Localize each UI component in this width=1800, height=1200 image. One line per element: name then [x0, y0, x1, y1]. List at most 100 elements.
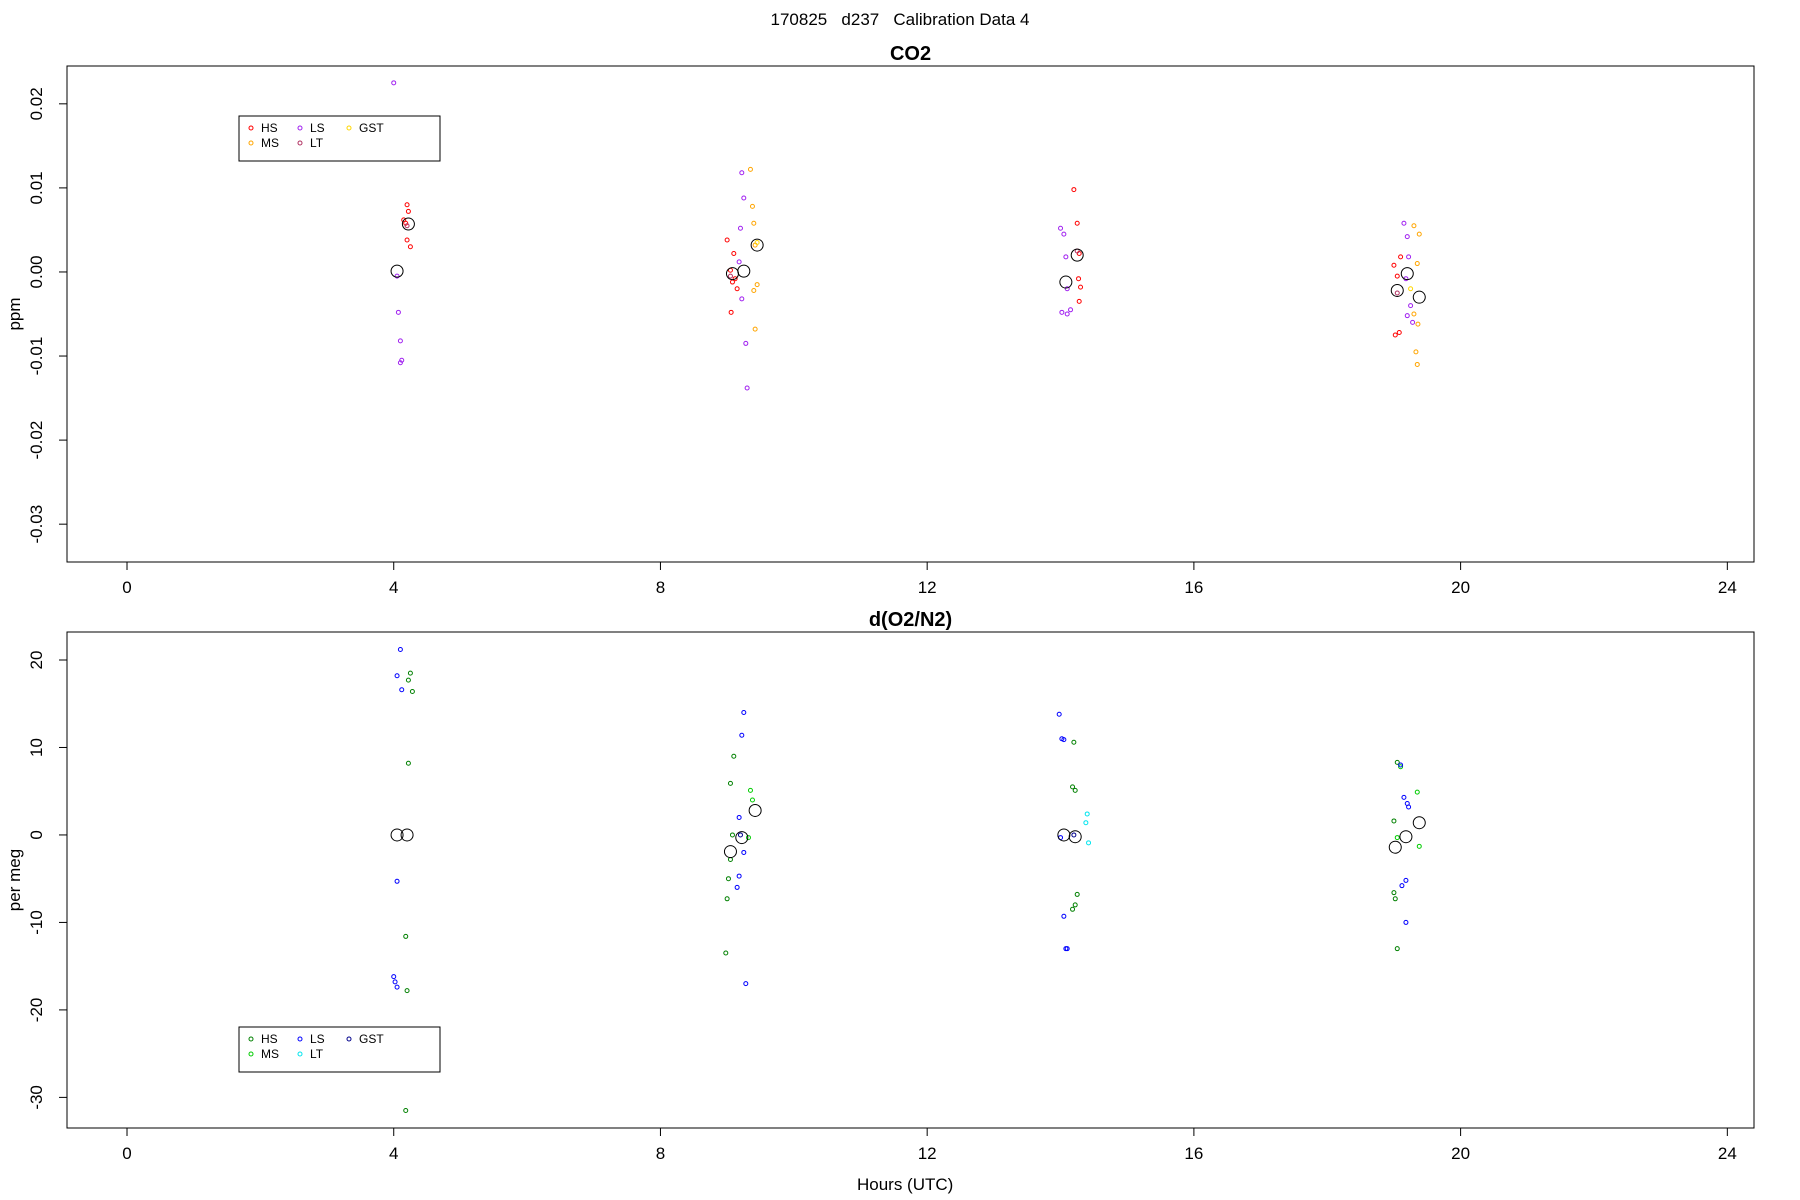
data-point-ls	[1403, 919, 1409, 925]
data-point-gst	[737, 832, 743, 838]
data-point-hs	[729, 832, 735, 838]
data-point-ms	[749, 797, 755, 803]
data-point-ms	[1414, 261, 1420, 267]
data-point-ls	[1061, 913, 1067, 919]
legend-marker-hs	[248, 125, 254, 131]
data-point-gst	[1408, 286, 1414, 292]
data-point-lt	[727, 273, 733, 279]
legend-marker-gst	[346, 1036, 352, 1042]
data-point-hs	[728, 309, 734, 315]
data-point-hs	[1072, 787, 1078, 793]
data-point-hs	[403, 1108, 409, 1114]
legend-marker-lt	[297, 1051, 303, 1057]
data-point-ms	[1413, 349, 1419, 355]
data-point-ls	[1061, 231, 1067, 237]
x-tick-label: 16	[1184, 1144, 1203, 1163]
legend-label-ls: LS	[310, 1032, 325, 1046]
data-point-lt	[1084, 811, 1090, 817]
data-point-hs	[732, 276, 738, 282]
data-point-hs	[1392, 896, 1398, 902]
mean-marker	[1399, 830, 1413, 844]
data-point-hs	[1394, 946, 1400, 952]
y-tick-label: 0.01	[27, 171, 46, 204]
data-point-ls	[394, 984, 400, 990]
mean-marker	[401, 217, 415, 231]
data-point-ms	[747, 166, 753, 172]
mean-marker	[735, 831, 749, 845]
data-point-ls	[391, 80, 397, 86]
data-point-ms	[1414, 789, 1420, 795]
data-point-ls	[1406, 254, 1412, 260]
data-point-hs	[1391, 818, 1397, 824]
mean-marker	[723, 845, 737, 859]
data-point-ls	[739, 732, 745, 738]
mean-marker	[1400, 267, 1414, 281]
data-point-ms	[1416, 843, 1422, 849]
data-point-ls	[1398, 762, 1404, 768]
data-point-hs	[1072, 902, 1078, 908]
x-tick-label: 0	[122, 1144, 131, 1163]
data-point-hs	[404, 202, 410, 208]
data-point-hs	[1070, 784, 1076, 790]
data-point-ls	[1406, 804, 1412, 810]
data-point-ls	[737, 225, 743, 231]
data-point-ls	[392, 979, 398, 985]
data-point-ls	[399, 687, 405, 693]
data-point-hs	[731, 250, 737, 256]
data-point-hs	[407, 670, 413, 676]
data-point-ls	[1059, 309, 1065, 315]
legend-box	[238, 1026, 441, 1073]
y-tick-label: 0.00	[27, 255, 46, 288]
mean-marker	[737, 264, 751, 278]
data-point-hs	[1074, 891, 1080, 897]
data-point-hs	[1391, 890, 1397, 896]
data-point-ms	[1411, 223, 1417, 229]
data-point-hs	[723, 950, 729, 956]
data-point-ls	[744, 385, 750, 391]
y-tick-label: 0.02	[27, 87, 46, 120]
data-point-hs	[403, 220, 409, 226]
data-point-ls	[1064, 946, 1070, 952]
legend-label-hs: HS	[261, 121, 278, 135]
data-point-ms	[754, 282, 760, 288]
legend-marker-ms	[248, 1051, 254, 1057]
data-point-ms	[1416, 231, 1422, 237]
y-tick-label: -30	[27, 1085, 46, 1110]
data-point-hs	[403, 933, 409, 939]
mean-marker	[1059, 275, 1073, 289]
mean-marker	[1412, 290, 1426, 304]
data-point-hs	[731, 753, 737, 759]
data-point-hs	[404, 237, 410, 243]
data-point-hs	[407, 244, 413, 250]
figure-suptitle: 170825 d237 Calibration Data 4	[770, 10, 1030, 29]
data-point-ls	[1404, 313, 1410, 319]
x-tick-label: 24	[1718, 578, 1737, 597]
data-point-ls	[1056, 711, 1062, 717]
mean-marker	[1388, 840, 1402, 854]
y-tick-label: -10	[27, 910, 46, 935]
legend-label-lt: LT	[310, 136, 324, 150]
data-point-gst	[754, 240, 760, 246]
data-point-ms	[751, 287, 757, 293]
data-point-ms	[749, 203, 755, 209]
data-point-ms	[1411, 311, 1417, 317]
data-point-ms	[1415, 321, 1421, 327]
data-point-hs	[725, 876, 731, 882]
data-point-ls	[743, 981, 749, 987]
y-tick-label: -0.03	[27, 505, 46, 544]
x-tick-label: 16	[1184, 578, 1203, 597]
panel-2: d(O2/N2) 0 4 8 12 16 20 24 -30 -20 -10 0 10 20 per meg…	[5, 609, 1755, 1194]
mean-marker	[400, 828, 414, 842]
y-tick-label: -0.01	[27, 337, 46, 376]
legend-marker-ms	[248, 140, 254, 146]
data-point-ls	[399, 357, 405, 363]
legend-label-gst: GST	[359, 121, 384, 135]
data-point-lt	[1083, 820, 1089, 826]
data-point-ls	[397, 360, 403, 366]
mean-marker	[1057, 828, 1071, 842]
x-tick-label: 8	[656, 578, 665, 597]
data-point-hs	[409, 688, 415, 694]
y-tick-label: -20	[27, 998, 46, 1023]
data-point-ls	[743, 340, 749, 346]
